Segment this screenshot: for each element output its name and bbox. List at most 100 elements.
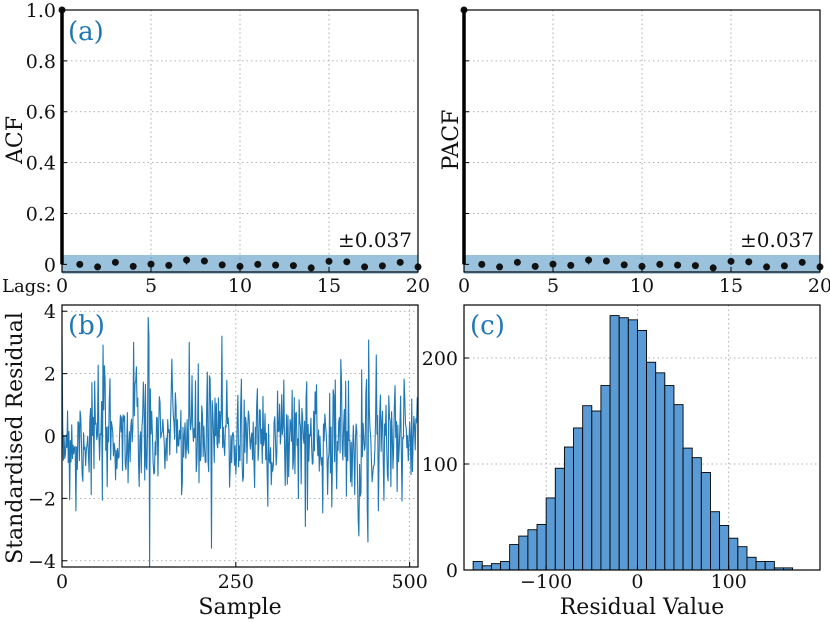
acf-point [361, 263, 369, 271]
histogram-bar [737, 546, 748, 571]
acf-ci-label: ±0.037 [338, 228, 412, 252]
pacf-point [638, 262, 646, 270]
residual-x-tick-label: 0 [56, 571, 68, 593]
residual-x-ticks: 0 250 500 [56, 562, 428, 593]
pacf-point [763, 263, 771, 271]
pacf-point [496, 263, 504, 271]
histogram-bar [536, 523, 547, 571]
acf-point [254, 260, 262, 268]
histogram-bar [500, 561, 511, 571]
histogram-y-tick-label: 0 [446, 560, 458, 582]
residual-panel: −4 −2 0 2 4 0 250 500 (b) Standardised Residua… [3, 301, 428, 620]
histogram-bar [691, 457, 702, 571]
pacf-point [656, 260, 664, 268]
pacf-point [513, 258, 521, 266]
residual-x-tick-label: 500 [392, 571, 428, 593]
residual-x-axis-label: Sample [198, 595, 281, 620]
acf-point [218, 261, 226, 269]
pacf-point [567, 261, 575, 269]
acf-y-axis-label: ACF [3, 116, 28, 165]
acf-point [165, 261, 173, 269]
histogram-panel: 0 100 200 −100 0 100 (c) Residual Value [422, 304, 821, 620]
pacf-x-tick-label: 20 [808, 275, 830, 297]
pacf-x-tick-label: 0 [458, 275, 470, 297]
residual-y-tick-label: 0 [44, 426, 56, 448]
pacf-grid [464, 10, 820, 272]
residual-y-ticks: −4 −2 0 2 4 [28, 301, 67, 573]
histogram-bar [655, 372, 666, 571]
residual-y-tick-label: −2 [28, 488, 56, 510]
pacf-x-tick-label: 5 [547, 275, 559, 297]
histogram-bar [710, 511, 721, 571]
lags-label: Lags: [2, 276, 52, 297]
histogram-x-tick-label: −100 [520, 571, 572, 593]
acf-panel: 0 0.2 0.4 0.6 0.8 1.0 0 5 10 15 20 (a) ±0.037 ACF… [2, 0, 430, 297]
residual-y-axis-label: Standardised Residual [3, 312, 28, 564]
histogram-bar [563, 446, 574, 571]
acf-point [378, 262, 386, 270]
histogram-panel-label: (c) [470, 311, 505, 341]
histogram-bar [509, 544, 520, 571]
histogram-x-tick-label: 0 [631, 571, 643, 593]
histogram-x-axis-label: Residual Value [560, 595, 725, 620]
pacf-point [549, 260, 557, 268]
histogram-bar [728, 537, 739, 571]
acf-y-ticks: 0 0.2 0.4 0.6 0.8 1.0 [26, 0, 67, 276]
histogram-bars [472, 315, 794, 571]
acf-point [129, 262, 137, 270]
histogram-bar [646, 361, 657, 571]
residual-series-line [61, 316, 418, 568]
pacf-y-ticks [464, 9, 469, 265]
histogram-bar [554, 467, 565, 571]
acf-point [147, 260, 155, 268]
pacf-point [745, 258, 753, 266]
pacf-point [691, 262, 699, 270]
acf-y-tick-label: 1.0 [26, 0, 56, 22]
acf-point [272, 261, 280, 269]
histogram-bar [573, 427, 584, 571]
histogram-bar [600, 385, 611, 571]
acf-point [325, 257, 333, 265]
acf-point [307, 264, 315, 272]
acf-panel-label: (a) [68, 17, 104, 47]
residual-panel-label: (b) [68, 311, 105, 341]
acf-point [111, 258, 119, 266]
acf-point [200, 257, 208, 265]
pacf-y-axis-label: PACF [439, 110, 464, 171]
acf-x-tick-label: 5 [145, 275, 157, 297]
pacf-x-ticks: 0 5 10 15 20 [458, 267, 830, 297]
histogram-bar [673, 404, 684, 571]
histogram-bar [636, 329, 648, 571]
histogram-bar [682, 447, 693, 571]
acf-x-tick-label: 10 [228, 275, 252, 297]
histogram-y-tick-label: 200 [422, 348, 458, 370]
histogram-bar [700, 472, 711, 571]
pacf-point [531, 262, 539, 270]
pacf-point [620, 261, 628, 269]
histogram-bar [618, 317, 629, 571]
pacf-point [478, 260, 486, 268]
acf-y-tick-label: 0.4 [26, 153, 56, 175]
histogram-bar [609, 315, 620, 571]
acf-y-tick-label: 0 [44, 254, 56, 276]
acf-point [76, 260, 84, 268]
histogram-y-tick-label: 100 [422, 454, 458, 476]
histogram-bar [627, 319, 638, 571]
acf-point [236, 262, 244, 270]
acf-x-tick-label: 20 [406, 275, 430, 297]
histogram-x-ticks: −100 0 100 [520, 565, 747, 593]
residual-y-tick-label: 2 [44, 364, 56, 386]
histogram-bar [527, 529, 538, 571]
acf-x-tick-label: 15 [317, 275, 341, 297]
pacf-point [674, 261, 682, 269]
pacf-point [780, 262, 788, 270]
pacf-point [727, 257, 735, 265]
residual-x-tick-label: 250 [218, 571, 254, 593]
pacf-point [585, 256, 593, 264]
pacf-point [602, 257, 610, 265]
acf-y-tick-label: 0.2 [26, 203, 56, 225]
pacf-x-tick-label: 15 [719, 275, 743, 297]
histogram-bar [481, 565, 492, 571]
acf-point [94, 263, 102, 271]
